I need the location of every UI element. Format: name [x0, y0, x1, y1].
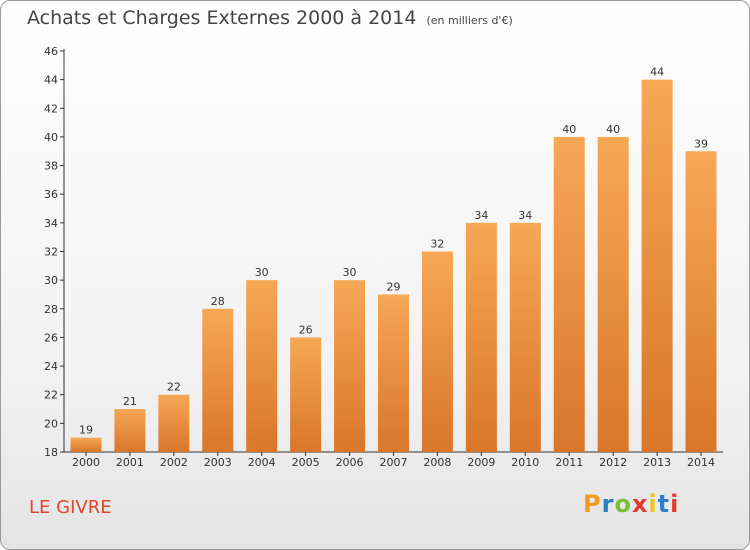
y-tick-label: 28 — [44, 303, 58, 316]
logo-letter: P — [583, 490, 602, 518]
x-tick-label: 2007 — [380, 456, 408, 469]
bar-2002 — [158, 394, 190, 452]
y-tick-label: 44 — [44, 74, 58, 87]
data-labels: 19 21 22 28 30 26 30 29 32 34 34 40 40 44 39 — [79, 66, 708, 437]
bar-2009 — [465, 222, 497, 452]
logo-letter: i — [670, 490, 680, 518]
y-tick-label: 46 — [44, 45, 58, 58]
bar-2005 — [290, 337, 322, 452]
y-tick-label: 18 — [44, 446, 58, 459]
x-tick-label: 2001 — [116, 456, 144, 469]
x-tick-label: 2013 — [643, 456, 671, 469]
x-tick-label: 2003 — [204, 456, 232, 469]
y-tick-label: 40 — [44, 131, 58, 144]
x-tick-label: 2005 — [292, 456, 320, 469]
data-label-2003: 28 — [211, 295, 225, 308]
data-label-2000: 19 — [79, 424, 93, 437]
bar-2001 — [114, 409, 146, 452]
x-tick-label: 2009 — [467, 456, 495, 469]
logo-letter: x — [631, 490, 649, 518]
logo-letter: o — [614, 490, 632, 518]
data-label-2006: 30 — [343, 266, 357, 279]
bar-2010 — [509, 222, 541, 452]
data-label-2004: 30 — [255, 266, 269, 279]
bar-2014 — [685, 151, 717, 452]
bars — [70, 79, 717, 453]
bar-2003 — [202, 308, 234, 452]
proxiti-logo: Proxiti — [583, 490, 679, 518]
logo-letter: t — [657, 490, 671, 518]
data-label-2001: 21 — [123, 395, 137, 408]
y-tick-label: 38 — [44, 160, 58, 173]
bar-2004 — [246, 280, 278, 452]
bar-2006 — [334, 280, 366, 452]
x-tick-label: 2004 — [248, 456, 276, 469]
data-label-2014: 39 — [694, 137, 708, 150]
x-tick-label: 2006 — [336, 456, 364, 469]
y-tick-label: 32 — [44, 246, 58, 259]
y-tick-label: 26 — [44, 331, 58, 344]
x-tick-label: 2008 — [423, 456, 451, 469]
bar-2008 — [421, 251, 453, 452]
data-label-2009: 34 — [474, 209, 488, 222]
x-tick-label: 2000 — [72, 456, 100, 469]
y-tick-label: 36 — [44, 188, 58, 201]
bar-2011 — [553, 136, 585, 452]
logo-letter: i — [648, 490, 658, 518]
data-label-2005: 26 — [299, 323, 313, 336]
bar-2007 — [378, 294, 409, 452]
data-label-2007: 29 — [387, 280, 401, 293]
x-tick-label: 2011 — [555, 456, 583, 469]
commune-name: LE GIVRE — [29, 497, 112, 518]
x-tick-label: 2010 — [511, 456, 539, 469]
data-label-2013: 44 — [650, 66, 664, 79]
data-label-2002: 22 — [167, 381, 181, 394]
y-tick-label: 24 — [44, 360, 58, 373]
x-tick-label: 2012 — [599, 456, 627, 469]
data-label-2008: 32 — [430, 238, 444, 251]
bar-2013 — [641, 79, 673, 453]
bar-2000 — [70, 437, 102, 452]
y-tick-label: 42 — [44, 102, 58, 115]
y-tick-label: 20 — [44, 417, 58, 430]
unit-label: (en milliers d'€) — [426, 14, 513, 27]
y-tick-label: 30 — [44, 274, 58, 287]
data-label-2011: 40 — [562, 123, 576, 136]
x-tick-label: 2014 — [687, 456, 715, 469]
data-label-2012: 40 — [606, 123, 620, 136]
logo-letter: r — [601, 490, 615, 518]
y-tick-label: 34 — [44, 217, 58, 230]
chart-title-text: Achats et Charges Externes 2000 à 2014 — [27, 7, 417, 29]
bar-2012 — [597, 136, 629, 452]
y-tick-label: 22 — [44, 389, 58, 402]
data-label-2010: 34 — [518, 209, 532, 222]
chart-title: Achats et Charges Externes 2000 à 2014 (e… — [27, 7, 513, 29]
x-tick-label: 2002 — [160, 456, 188, 469]
